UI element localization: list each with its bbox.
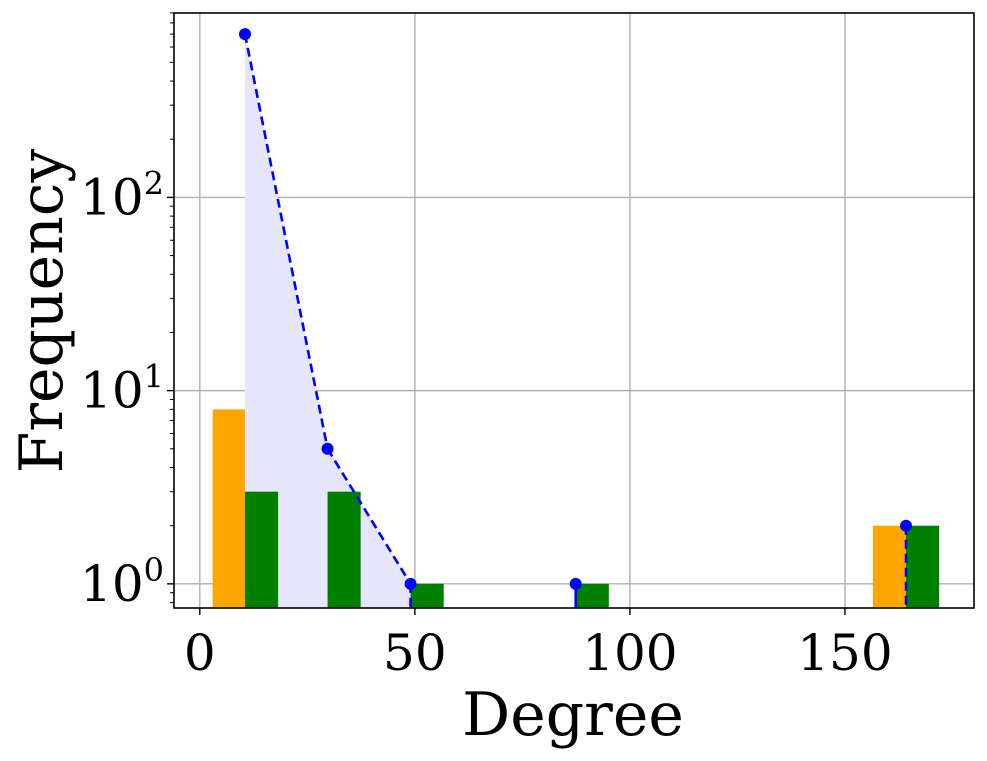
y-tick-label: 102 [80,164,164,226]
x-tick-label: 150 [797,624,892,682]
bar-series-2-bar [244,491,279,608]
line-point [238,28,251,41]
x-tick-label: 100 [582,624,677,682]
line-segment [326,448,412,585]
bar-series-2-bar [906,525,940,608]
line-layer [238,28,913,608]
area-fill [244,34,411,608]
line-point [569,577,582,590]
line-point [321,442,334,455]
x-axis-label: Degree [462,680,684,750]
line-segment [243,33,329,450]
bar-series-2-bar [410,583,444,608]
y-axis-label: Frequency [7,149,77,474]
x-tick-label: 50 [383,624,447,682]
plot-frame [173,12,975,609]
bar-series-2-bar [327,491,361,608]
fill-layer [244,34,411,608]
bar-series-1-bar [212,409,245,608]
tick-layer: 0 50 100 150 100 101 102 [80,12,893,682]
line-point [900,519,913,532]
bar-series-1-bar [872,525,907,608]
y-tick-label: 100 [80,551,164,613]
x-tick-label: 0 [184,624,216,682]
axes-layer [173,12,975,609]
bar-series-2-bar [575,583,609,608]
bar-layer [212,409,940,608]
line-point [404,577,417,590]
y-tick-label: 101 [80,358,164,420]
